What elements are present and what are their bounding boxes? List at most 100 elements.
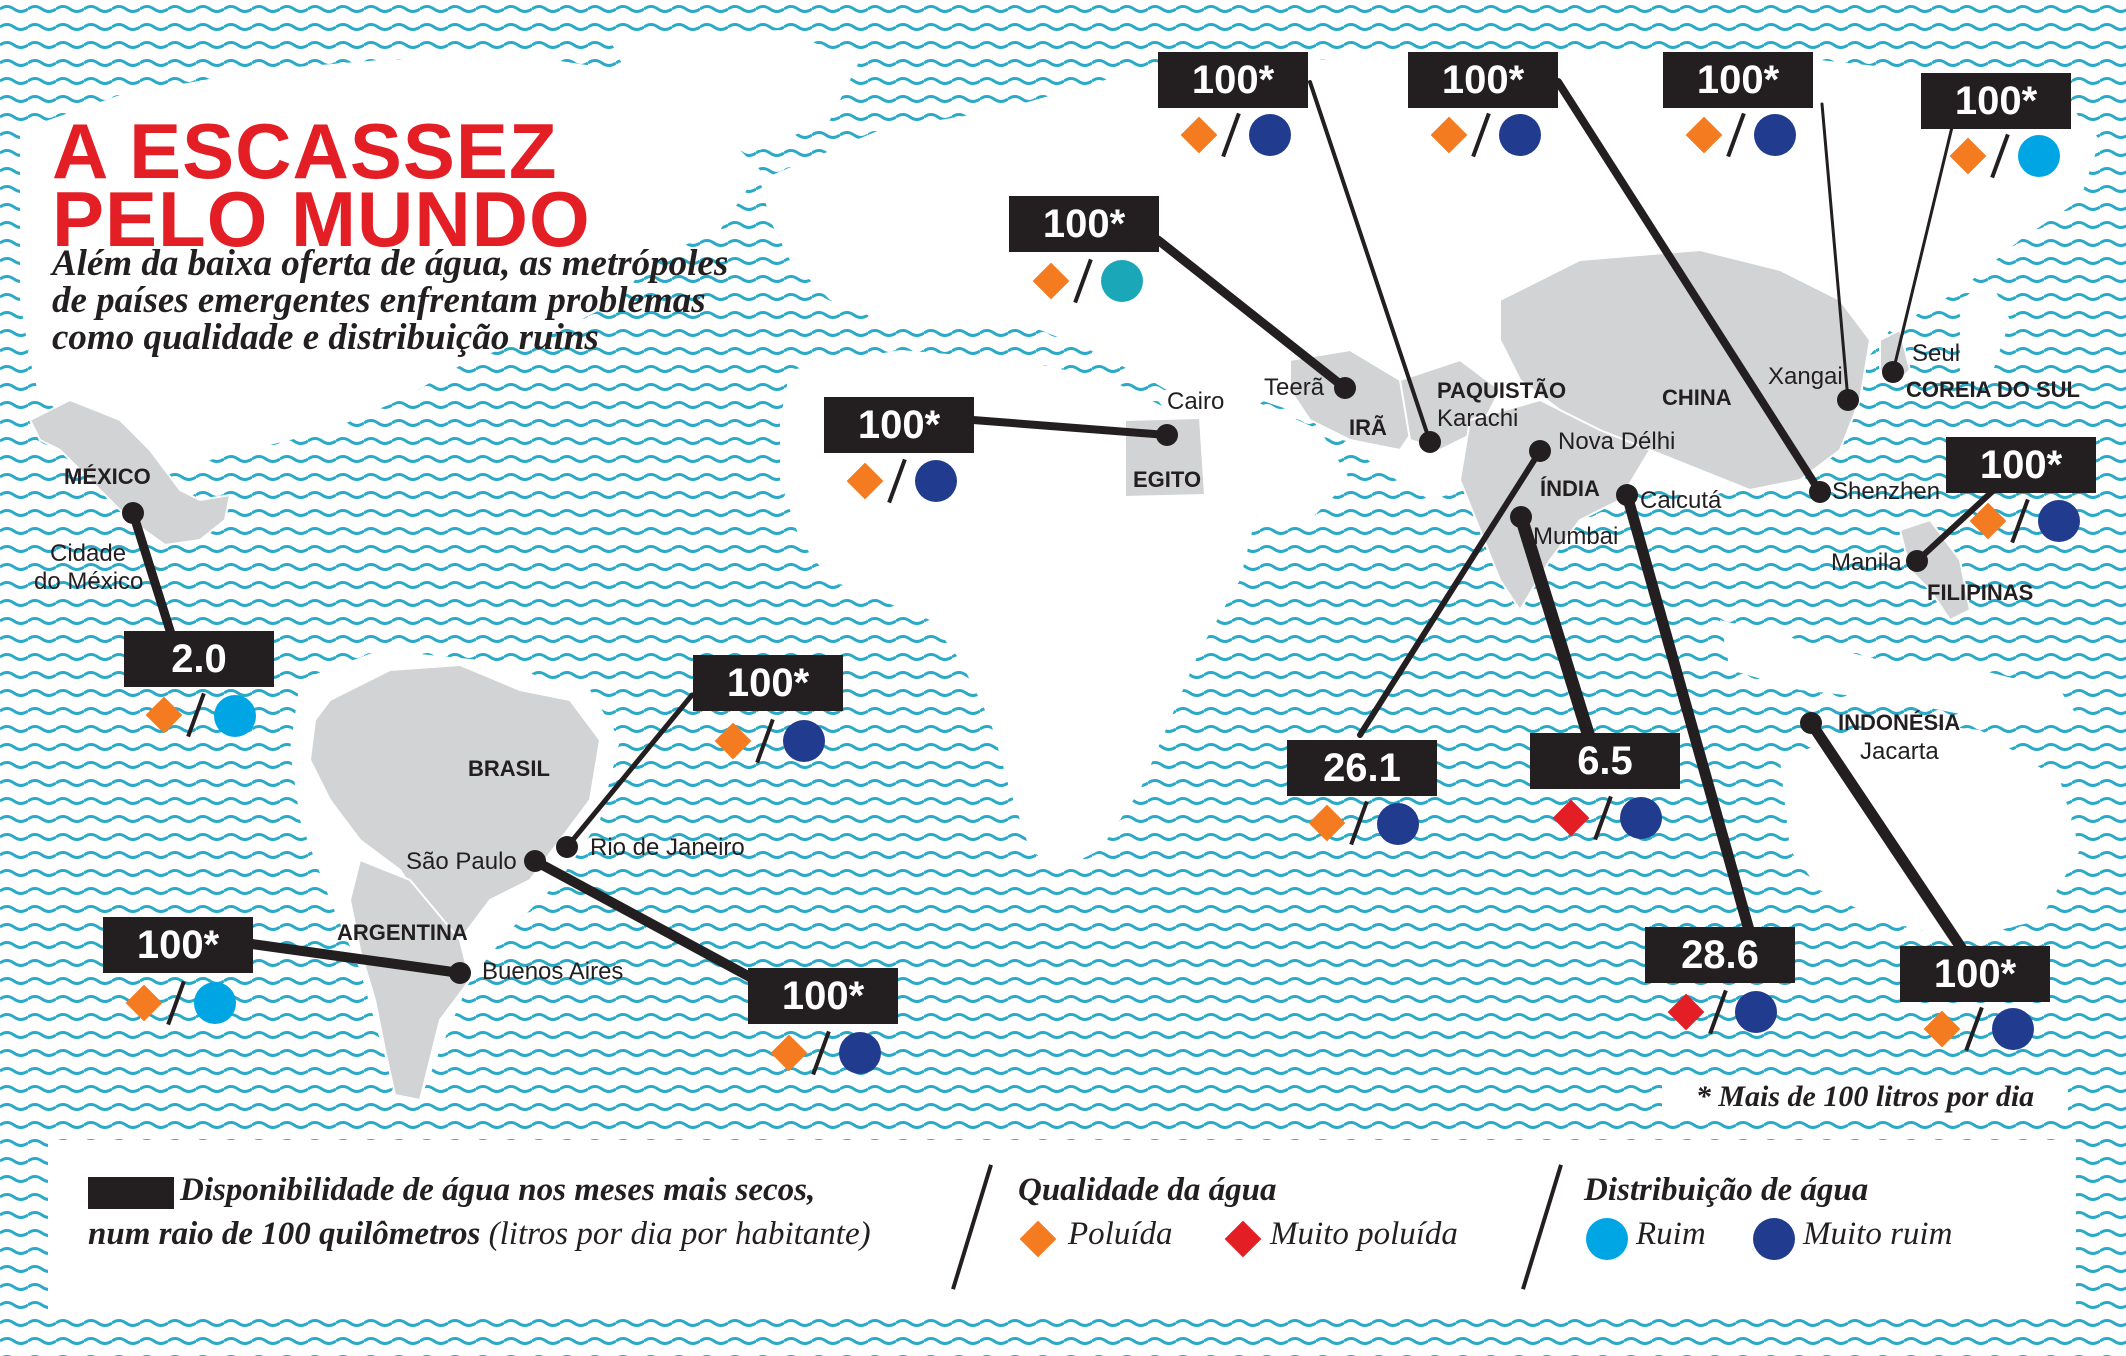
- country-label: EGITO: [1133, 467, 1202, 492]
- very-poor-circle-icon: [2038, 500, 2080, 542]
- city-label: Buenos Aires: [482, 958, 624, 985]
- very-poor-circle-icon: [1499, 114, 1541, 156]
- leader-mexico: [128, 508, 177, 642]
- dot-cidade-mexico: [122, 502, 144, 524]
- poor-circle-icon: [1586, 1218, 1628, 1260]
- value-box-mumbai: 6.5: [1530, 733, 1680, 789]
- legend: Disponibilidade de água nos meses mais s…: [48, 1140, 2076, 1312]
- leader-calcuta: [1621, 489, 1755, 936]
- value-box-teera: 100*: [1009, 196, 1159, 252]
- philippines-shape: [1898, 518, 1972, 622]
- mexico-shape: [28, 398, 232, 547]
- very-poor-circle-icon: [1753, 1218, 1795, 1260]
- very-poor-circle-icon: [783, 720, 825, 762]
- subtitle-line-1: Além da baixa oferta de água, as metrópo…: [52, 243, 729, 284]
- north-america: [20, 55, 760, 480]
- leader-seul: [1891, 125, 1954, 374]
- legend-availability-unit: (litros por dia por habitante): [488, 1216, 871, 1252]
- city-label: Teerã: [1264, 374, 1325, 401]
- dot-shenzhen: [1809, 481, 1831, 503]
- leader-cairo: [969, 416, 1171, 439]
- title-line-2: PELO MUNDO: [52, 175, 591, 263]
- leader-rio: [564, 692, 695, 850]
- very-polluted-diamond-icon: [1224, 1220, 1262, 1258]
- legend-availability-bold: num raio de 100 quilômetros: [88, 1216, 481, 1252]
- country-label: INDONÉSIA: [1838, 710, 1961, 735]
- dot-cairo: [1156, 424, 1178, 446]
- city-label: Mumbai: [1533, 523, 1619, 550]
- legend-availability-line2: num raio de 100 quilômetros (litros por …: [88, 1216, 871, 1253]
- value-box-seul: 100*: [1921, 73, 2071, 129]
- leader-mumbai: [1514, 510, 1597, 747]
- city-label: Karachi: [1437, 405, 1519, 432]
- greenland: [610, 30, 860, 150]
- dot-jacarta: [1800, 712, 1822, 734]
- city-label: Calcutá: [1640, 487, 1722, 514]
- country-label: BRASIL: [468, 756, 550, 781]
- leader-manila: [1914, 485, 1999, 564]
- value-box-calcuta: 28.6: [1645, 927, 1795, 983]
- very-poor-circle-icon: [839, 1032, 881, 1074]
- legend-divider: [951, 1164, 993, 1290]
- country-label: ÍNDIA: [1540, 476, 1600, 501]
- leader-teera: [1153, 235, 1350, 393]
- leader-saopaulo: [530, 856, 755, 982]
- leader-karachi: [1308, 80, 1432, 444]
- city-label: Nova Délhi: [1558, 428, 1676, 455]
- value-box-rio: 100*: [693, 655, 843, 711]
- dot-calcuta: [1616, 484, 1638, 506]
- dot-buenos-aires: [449, 962, 471, 984]
- leader-jacarta: [1805, 717, 1972, 961]
- city-label: Seul: [1912, 340, 1961, 367]
- value-box-sao-paulo: 100*: [748, 968, 898, 1024]
- dot-karachi: [1419, 431, 1441, 453]
- dot-xangai: [1837, 389, 1859, 411]
- very-poor-circle-icon: [1754, 114, 1796, 156]
- very-poor-circle-icon: [1735, 991, 1777, 1033]
- poor-circle-icon: [194, 982, 236, 1024]
- dot-nova-delhi: [1529, 440, 1551, 462]
- country-label: FILIPINAS: [1927, 580, 2034, 605]
- legend-value-box-swatch: [88, 1177, 174, 1209]
- legend-very-polluted: Muito poluída: [1270, 1216, 1458, 1252]
- dot-mumbai: [1510, 506, 1532, 528]
- subtitle-line-3: como qualidade e distribuição ruins: [52, 317, 599, 358]
- value-box-jacarta: 100*: [1900, 946, 2050, 1002]
- country-label: IRÃ: [1349, 415, 1387, 440]
- legend-quality-title: Qualidade da água: [1018, 1172, 1277, 1208]
- city-label: Xangai: [1768, 363, 1843, 390]
- legend-distribution-title: Distribuição de água: [1584, 1172, 1869, 1208]
- very-poor-circle-icon: [1249, 114, 1291, 156]
- country-label: MÉXICO: [64, 464, 151, 489]
- dot-sao-paulo: [524, 850, 546, 872]
- country-label: CHINA: [1662, 385, 1732, 410]
- argentina-shape: [348, 858, 472, 1102]
- dot-seul: [1882, 361, 1904, 383]
- country-label: ARGENTINA: [337, 920, 468, 945]
- value-box-manila: 100*: [1946, 437, 2096, 493]
- dot-teera: [1334, 377, 1356, 399]
- legend-polluted: Poluída: [1068, 1216, 1173, 1252]
- japan: [1960, 280, 2010, 380]
- very-poor-circle-icon: [1377, 803, 1419, 845]
- dot-manila: [1906, 550, 1928, 572]
- very-poor-circle-icon: [915, 460, 957, 502]
- country-label: COREIA DO SUL: [1906, 377, 2080, 402]
- city-label: Cidade: [50, 540, 127, 567]
- city-label: Rio de Janeiro: [590, 834, 745, 861]
- legend-availability-line1: Disponibilidade de água nos meses mais s…: [180, 1172, 816, 1208]
- value-box-shenzhen: 100*: [1408, 52, 1558, 108]
- dot-rio: [556, 836, 578, 858]
- value-box-cairo: 100*: [824, 397, 974, 453]
- city-label: Manila: [1831, 549, 1902, 576]
- australia: [1780, 720, 2080, 940]
- very-poor-circle-icon: [1992, 1008, 2034, 1050]
- footnote: * Mais de 100 litros por dia: [1662, 1075, 2068, 1119]
- title-line-1: A ESCASSEZ: [52, 107, 558, 195]
- value-box-cidade-mexico: 2.0: [124, 631, 274, 687]
- legend-poor: Ruim: [1636, 1216, 1706, 1252]
- poor-circle-icon: [1101, 260, 1143, 302]
- polluted-diamond-icon: [1019, 1220, 1057, 1258]
- leader-lines: [128, 78, 1999, 982]
